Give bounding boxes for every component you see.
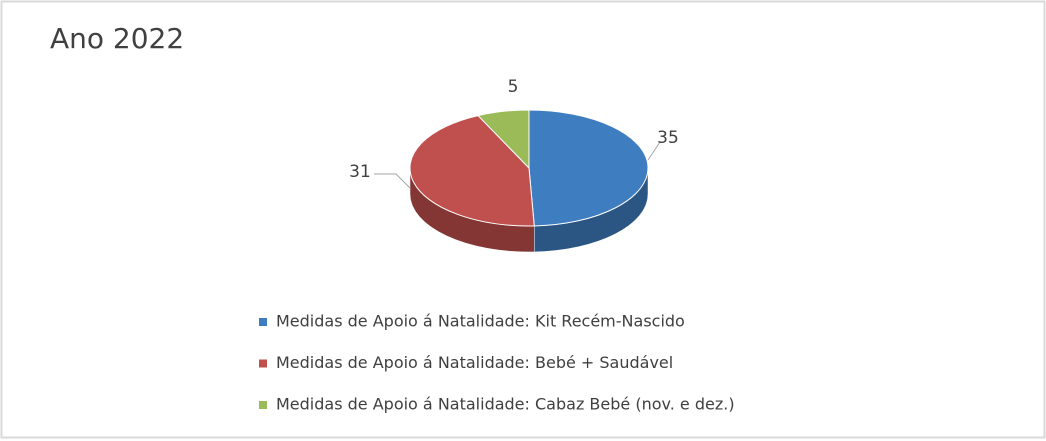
data-label: 35 <box>657 128 679 148</box>
legend-label: Medidas de Apoio á Natalidade: Cabaz Beb… <box>276 395 735 414</box>
pie-slice <box>409 115 535 227</box>
data-label: 31 <box>349 162 371 182</box>
pie-slice <box>528 109 649 227</box>
legend-label: Medidas de Apoio á Natalidade: Bebé + Sa… <box>276 353 673 372</box>
legend-marker <box>259 359 267 368</box>
legend-label: Medidas de Apoio á Natalidade: Kit Recém… <box>276 312 685 331</box>
leader-line <box>647 141 661 161</box>
pie-slice <box>477 109 530 170</box>
legend-marker <box>259 318 267 326</box>
legend-marker <box>259 401 267 409</box>
data-label: 5 <box>508 77 519 97</box>
chart-title: Ano 2022 <box>50 22 184 55</box>
leader-line <box>374 173 411 189</box>
